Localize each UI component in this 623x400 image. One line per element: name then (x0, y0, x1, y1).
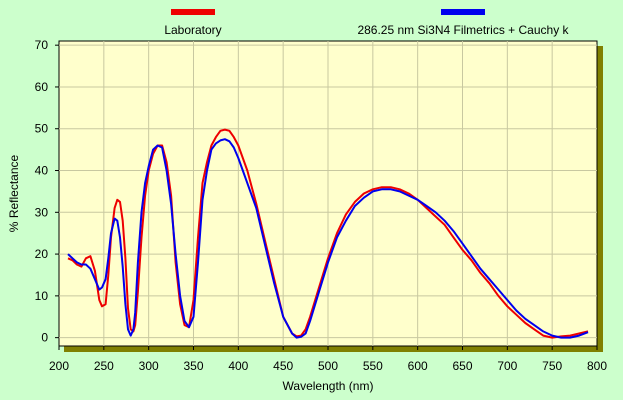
series-line-0 (67, 128, 589, 339)
x-tick-label: 400 (228, 359, 248, 373)
x-axis-label: Wavelength (nm) (283, 379, 374, 393)
y-tick-label: 30 (35, 205, 49, 219)
x-tick-label: 700 (497, 359, 517, 373)
legend: Laboratory 286.25 nm Si3N4 Filmetrics + … (164, 9, 570, 37)
y-tick-label: 60 (35, 80, 49, 94)
y-axis-label: % Reflectance (7, 154, 21, 232)
x-tick-label: 200 (49, 359, 69, 373)
x-tick-label: 450 (273, 359, 293, 373)
frame-shadow-bottom (64, 346, 603, 352)
legend-swatch-laboratory (171, 9, 215, 15)
frame-shadow-right (597, 46, 603, 352)
x-tick-label: 350 (183, 359, 203, 373)
x-tick-label: 800 (587, 359, 607, 373)
legend-swatch-filmetrics (441, 9, 485, 15)
y-tick-label: 0 (41, 331, 48, 345)
legend-label-filmetrics: 286.25 nm Si3N4 Filmetrics + Cauchy k (357, 23, 569, 37)
data-series (67, 128, 589, 339)
y-tick-label: 10 (35, 289, 49, 303)
x-tick-label: 550 (363, 359, 383, 373)
y-tick-label: 40 (35, 164, 49, 178)
y-tick-label: 70 (35, 38, 49, 52)
axis-ticks: 200 250 300 350 400 450 500 550 600 650 700 750 800 0… (35, 38, 608, 373)
x-tick-label: 250 (94, 359, 114, 373)
legend-label-laboratory: Laboratory (164, 23, 221, 37)
y-tick-label: 20 (35, 247, 49, 261)
x-tick-label: 650 (452, 359, 472, 373)
y-tick-label: 50 (35, 122, 49, 136)
x-tick-label: 750 (542, 359, 562, 373)
x-tick-label: 600 (408, 359, 428, 373)
grid-lines (59, 41, 597, 346)
x-tick-label: 300 (139, 359, 159, 373)
series-line-1 (67, 138, 589, 339)
x-tick-label: 500 (318, 359, 338, 373)
